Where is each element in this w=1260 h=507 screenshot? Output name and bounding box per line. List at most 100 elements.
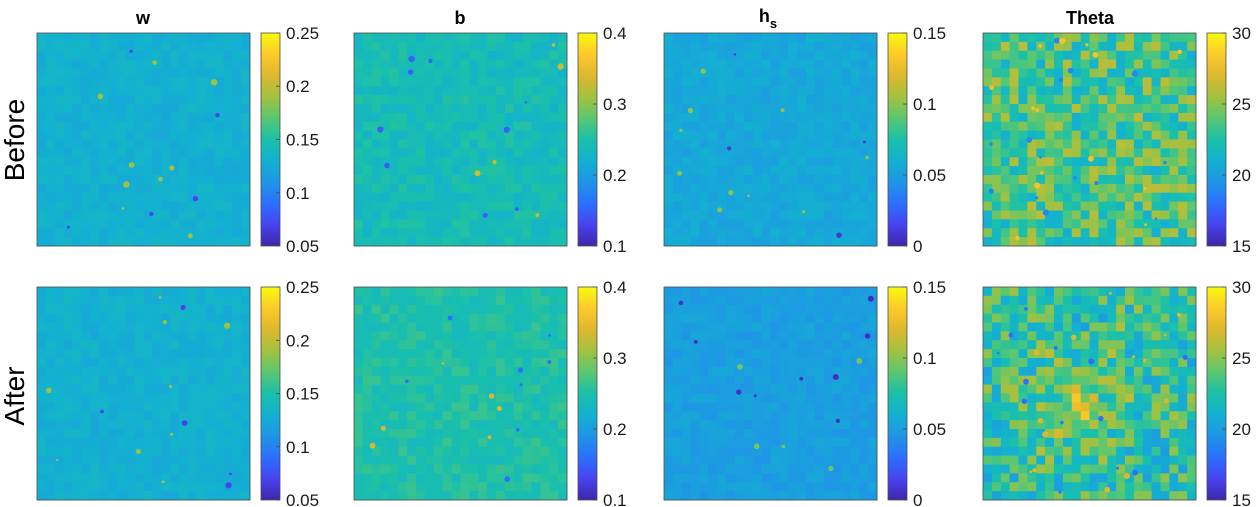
heatmap-cell [717,304,727,315]
heatmap-cell [868,304,878,315]
heatmap-cell [1178,287,1188,297]
heatmap-cell [170,375,180,386]
heatmap-cell [54,349,65,359]
heatmap-cell [549,130,559,140]
colorbar-tick-label: 20 [1232,420,1251,439]
heatmap-cell [72,295,82,306]
heatmap-cell [143,112,153,123]
heatmap-spot [547,360,552,364]
heatmap-cell [354,148,364,158]
heatmap-cell [1169,219,1179,229]
heatmap-cell [1151,304,1161,315]
heatmap-cell [389,68,399,78]
heatmap-cell [1027,491,1037,501]
heatmap-cell [735,420,745,430]
heatmap-cell [63,59,73,69]
heatmap-cell [1027,295,1037,306]
heatmap-cell [1125,86,1135,96]
heatmap-cell [699,50,709,61]
heatmap-cell [1142,41,1153,52]
heatmap-cell [380,228,390,238]
heatmap-cell [1062,95,1073,105]
heatmap-cell [850,68,860,78]
heatmap-cell [841,349,851,359]
heatmap-cell [850,304,860,315]
heatmap-cell [788,437,798,448]
heatmap-cell [1018,366,1028,377]
heatmap-cell [522,331,532,341]
heatmap-cell [108,420,118,430]
heatmap-cell [161,210,171,220]
heatmap-cell [1187,322,1197,332]
heatmap-cell [116,366,127,377]
heatmap-cell [513,473,524,483]
heatmap-cell [983,340,993,350]
heatmap-cell [116,393,127,403]
heatmap-cell [1178,340,1188,350]
heatmap-cell [1160,429,1170,439]
heatmap-cell [1160,77,1170,87]
heatmap-cell [179,295,189,306]
heatmap-cell [416,455,426,465]
heatmap-cell [362,366,373,377]
heatmap-cell [469,130,479,140]
heatmap-cell [806,331,816,341]
heatmap-cell [504,210,515,220]
heatmap-cell [1062,59,1073,69]
heatmap-cell [179,491,189,501]
heatmap-cell [558,95,568,105]
heatmap-cell [496,228,506,238]
heatmap-cell [752,157,763,167]
heatmap-cell [1027,50,1037,61]
heatmap-cell [1160,192,1170,203]
heatmap-cell [752,366,763,377]
heatmap-frame [982,286,1197,501]
heatmap-cell [54,166,65,176]
heatmap-cell [708,429,718,439]
heatmap-cell [37,313,47,323]
heatmap-cell [389,157,399,167]
heatmap-cell [841,437,851,448]
heatmap-cell [152,446,162,457]
heatmap-cell [1089,358,1099,368]
heatmap-cell [868,237,878,247]
heatmap-cell [841,121,851,132]
heatmap-cell [63,455,73,465]
heatmap-cell [108,50,118,61]
heatmap-cell [125,210,136,220]
heatmap-cell [354,104,364,114]
heatmap-cell [522,455,532,465]
heatmap-cell [672,50,683,61]
heatmap-cell [54,210,65,220]
heatmap-cell [991,420,1002,430]
heatmap-cell [1000,50,1011,61]
heatmap-cell [788,77,798,87]
heatmap-cell [859,77,869,87]
heatmap-cell [232,331,242,341]
heatmap-cell [664,33,674,43]
heatmap-cell [814,104,825,114]
heatmap-cell [63,366,73,377]
heatmap-cell [487,130,497,140]
heatmap-cell [1098,473,1108,483]
heatmap-cell [241,104,251,114]
heatmap-cell [1045,139,1055,149]
heatmap-cell [841,130,851,140]
heatmap-cell [442,366,453,377]
heatmap-cell [407,420,417,430]
heatmap-cell [116,473,127,483]
heatmap-cell [407,384,417,394]
heatmap-cell [72,33,82,43]
heatmap-cell [983,473,993,483]
heatmap-cell [433,411,444,421]
heatmap-cell [814,130,825,140]
heatmap-cell [522,420,532,430]
heatmap-cell [205,166,215,176]
colorbar-tick-label: 25 [1232,349,1251,368]
heatmap-cell [726,402,736,412]
heatmap-cell [991,287,1002,297]
heatmap-cell [223,349,233,359]
heatmap-cell [1187,402,1197,412]
heatmap-cell [99,340,109,350]
heatmap-cell [380,340,390,350]
